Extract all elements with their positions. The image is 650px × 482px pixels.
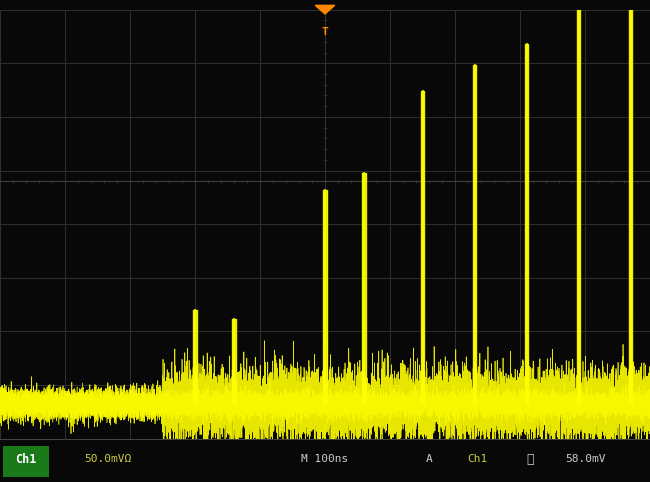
Text: Ch1: Ch1 <box>16 453 36 466</box>
Text: T: T <box>322 27 328 37</box>
Text: 58.0mV: 58.0mV <box>565 455 605 465</box>
Text: 50.0mVΩ: 50.0mVΩ <box>84 455 132 465</box>
Polygon shape <box>315 5 335 14</box>
FancyBboxPatch shape <box>3 445 49 477</box>
Text: M 100ns: M 100ns <box>302 455 348 465</box>
Text: ∯: ∯ <box>526 453 534 466</box>
Text: A: A <box>426 455 432 465</box>
Text: Ch1: Ch1 <box>467 455 488 465</box>
